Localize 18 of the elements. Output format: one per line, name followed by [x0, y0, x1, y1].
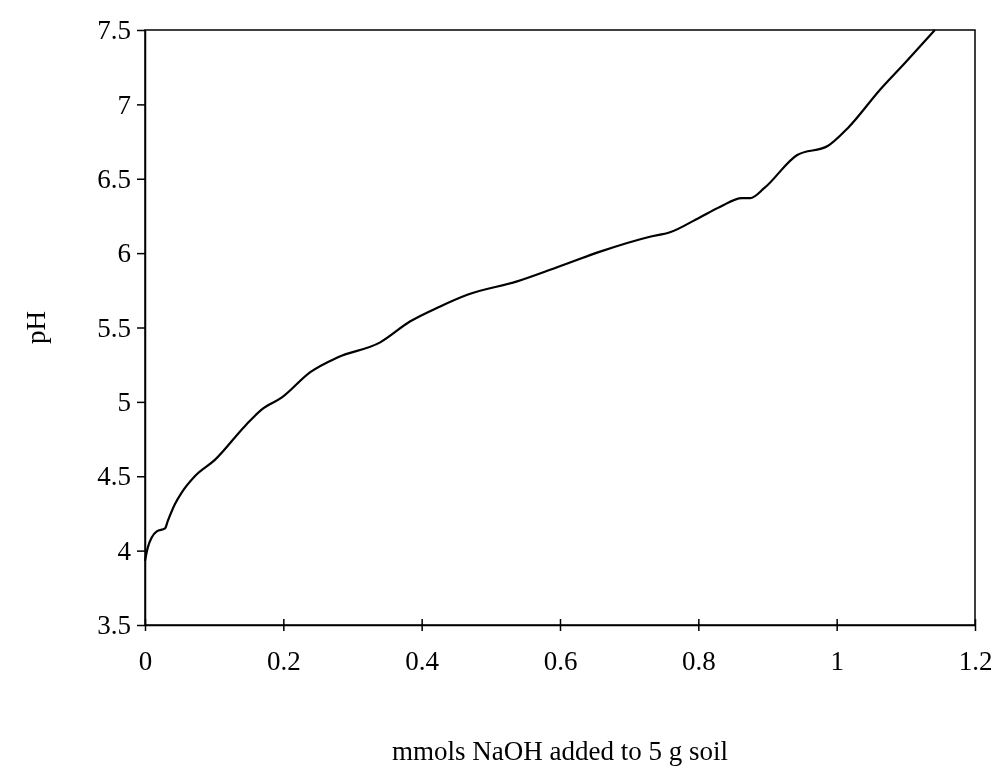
- x-tick-label: 0.6: [543, 646, 578, 677]
- y-tick-label: 3.5: [97, 610, 131, 641]
- x-tick-label: 0.8: [681, 646, 716, 677]
- x-tick-label: 0.4: [405, 646, 440, 677]
- y-tick-label: 4.5: [97, 461, 131, 492]
- y-tick-label: 5: [117, 387, 131, 418]
- y-tick-label: 5.5: [97, 312, 131, 343]
- y-tick-label: 7.5: [97, 15, 131, 46]
- y-tick-label: 4: [117, 535, 132, 566]
- x-axis-title: mmols NaOH added to 5 g soil: [392, 736, 728, 766]
- x-tick-label: 1: [830, 646, 844, 677]
- x-tick-label: 1.2: [958, 646, 993, 677]
- x-tick-label: 0.2: [266, 646, 301, 677]
- x-tick-label: 0: [138, 646, 153, 677]
- y-tick-label: 6: [117, 238, 131, 269]
- y-tick-label: 6.5: [97, 163, 131, 194]
- y-tick-label: 7: [117, 89, 131, 120]
- y-axis-title: pH: [21, 311, 51, 344]
